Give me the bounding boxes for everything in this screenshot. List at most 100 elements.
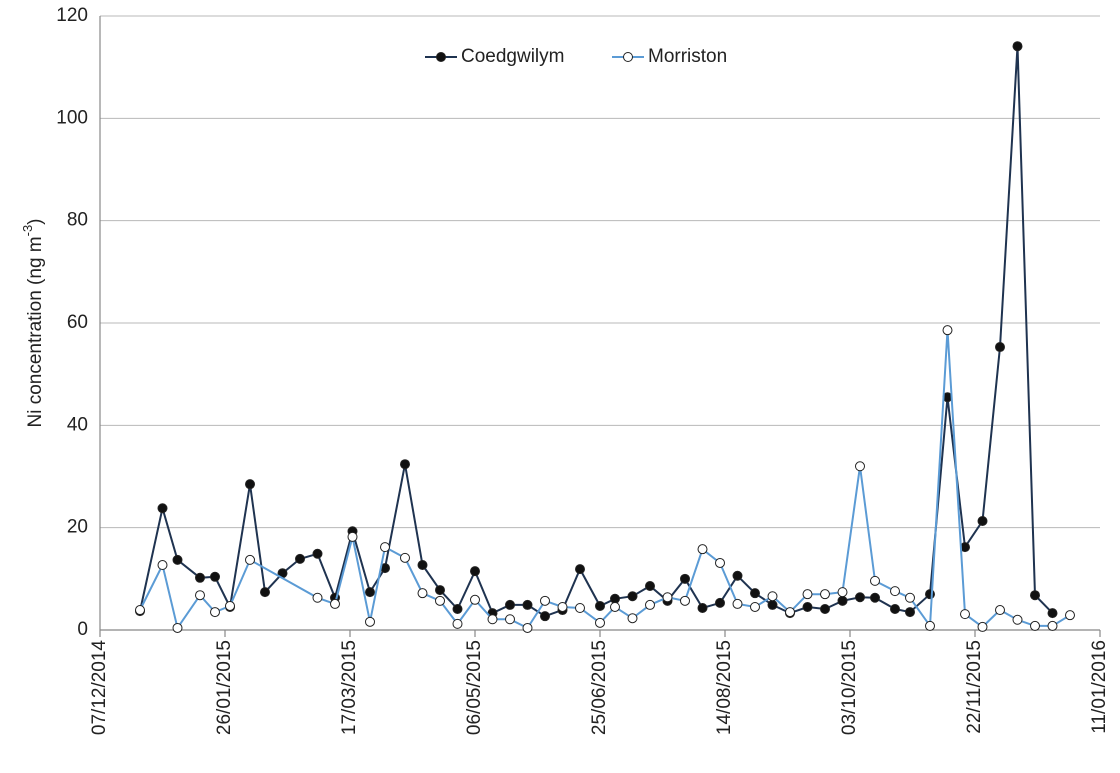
data-point [855,461,865,472]
data-point [905,607,915,618]
x-tick-label: 03/10/2015 [839,640,860,735]
data-point [365,616,375,627]
data-point [210,607,220,618]
legend-label: Morriston [648,46,727,67]
data-point [522,599,533,610]
y-axis-label: Ni concentration (ng m-3) [20,218,46,427]
data-point [595,617,605,628]
data-point [435,585,445,596]
data-point [330,598,340,609]
data-point [890,604,900,615]
data-point [820,604,830,615]
data-point [245,554,255,565]
y-tick-label: 120 [56,5,88,26]
data-point [977,621,988,632]
data-point [470,566,480,577]
data-point [715,557,725,568]
data-point [172,622,183,633]
data-point [855,592,865,603]
data-point [157,503,168,514]
x-tick-label: 22/11/2015 [964,640,985,734]
x-tick-label: 07/12/2014 [89,640,110,736]
y-axis-label-end: ) [25,218,46,224]
data-point [645,599,655,610]
y-tick-label: 60 [67,312,88,333]
data-point [1030,620,1040,631]
data-point [925,620,935,631]
data-point [505,599,515,610]
y-tick-label: 100 [56,107,88,128]
data-point [732,598,743,609]
y-tick-label: 80 [67,210,88,231]
data-point [195,572,205,583]
data-point [435,595,445,606]
data-point [1030,590,1040,601]
data-point [870,592,880,603]
data-point [610,593,620,604]
data-point [380,542,390,553]
data-point [245,479,255,490]
data-point [1012,614,1023,625]
data-point [400,552,410,563]
data-point [767,591,778,602]
data-point [505,614,515,625]
data-point [942,325,953,336]
y-tick-label: 0 [77,619,88,640]
data-point [750,588,760,599]
data-point [470,594,480,605]
x-tick-label: 25/06/2015 [589,640,610,735]
data-point [977,516,988,527]
data-point [575,602,585,613]
data-point [210,571,220,582]
data-point [540,611,550,622]
data-point [487,614,498,625]
data-point [870,575,880,586]
data-point [925,589,935,600]
data-point [417,588,428,599]
data-point [575,564,585,575]
data-point [820,589,830,600]
x-tick-label: 14/08/2015 [714,640,735,735]
data-point [802,601,813,612]
data-point [697,544,708,555]
data-point [890,586,900,597]
data-point [135,605,145,616]
data-point [157,560,168,571]
data-point [540,595,550,606]
data-point [452,604,463,615]
y-axis-label-text: Ni concentration (ng m [25,236,46,427]
data-point [627,591,638,602]
legend-marker [623,52,633,62]
data-point [295,553,305,564]
x-tick-label: 11/01/2016 [1089,640,1110,734]
data-point [400,459,410,470]
data-point [732,570,743,581]
data-point [1047,620,1058,631]
data-point [995,342,1005,353]
data-point [522,622,533,633]
data-point [645,580,655,591]
data-point [365,587,375,598]
data-point [767,599,778,610]
legend-marker [436,52,446,62]
data-point [172,554,183,565]
data-point [627,613,638,624]
series-line [139,46,1054,618]
data-point [750,601,760,612]
data-point [417,560,428,571]
y-tick-label: 40 [67,414,88,435]
data-point [195,590,205,601]
data-point [557,601,568,612]
data-point [802,589,813,600]
data-point [995,605,1005,616]
data-point [785,607,795,618]
data-point [312,548,323,559]
data-point [905,592,915,603]
data-point [837,595,848,606]
data-point [225,600,235,611]
data-point [312,592,323,603]
data-point [347,531,358,542]
x-tick-label: 17/03/2015 [339,640,360,735]
data-point [837,587,848,598]
